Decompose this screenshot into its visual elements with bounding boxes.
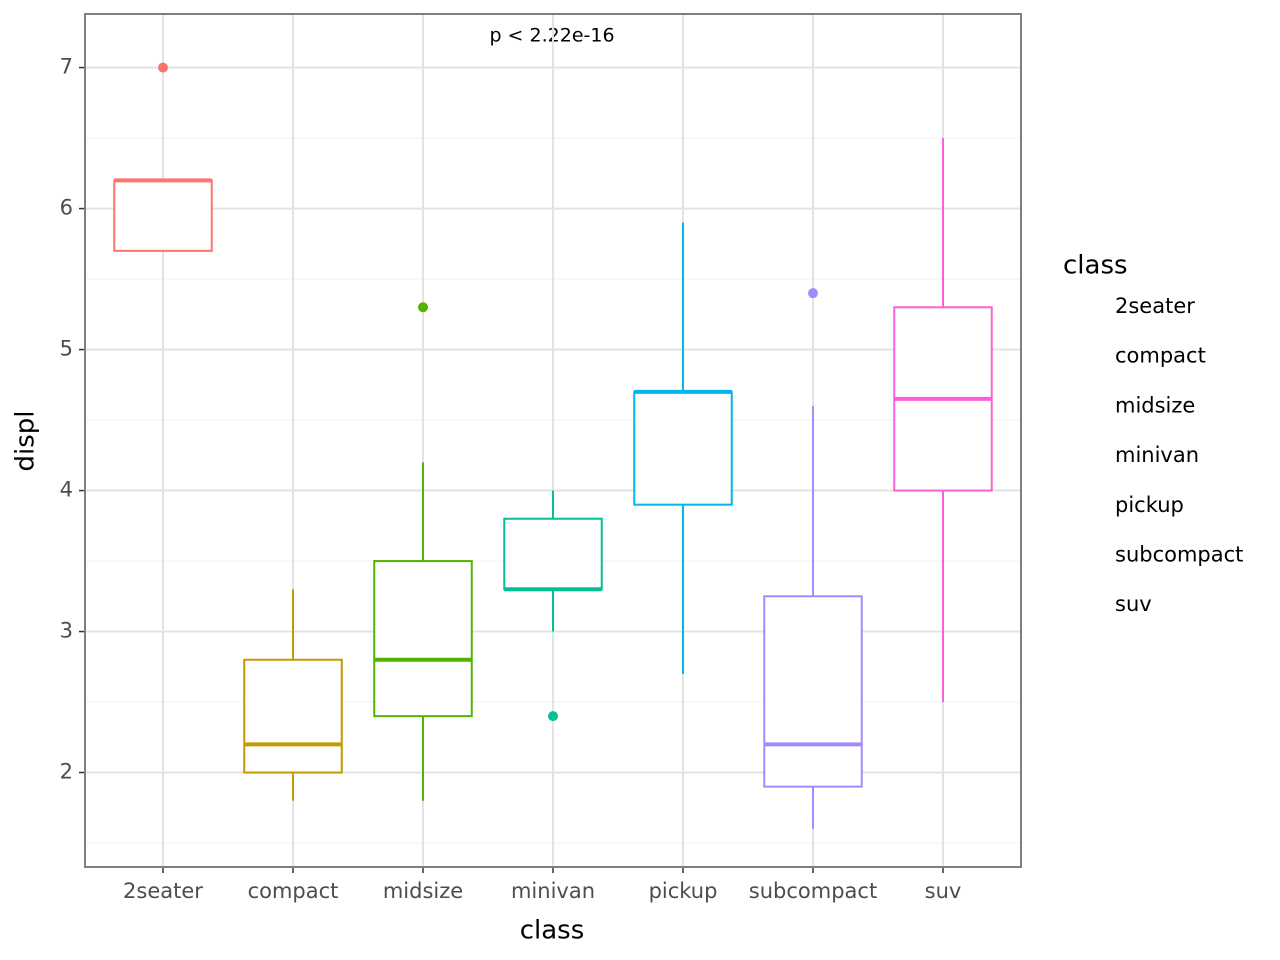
box: [763, 595, 863, 788]
outlier: [418, 302, 428, 313]
legend-label: pickup: [1115, 493, 1184, 517]
x-tick-label: suv: [925, 879, 962, 903]
box: [503, 517, 603, 591]
x-tick-label: compact: [248, 879, 339, 903]
y-tick-label: 3: [60, 619, 73, 643]
legend-label: suv: [1115, 592, 1152, 616]
outlier: [548, 711, 558, 722]
y-tick-label: 4: [60, 478, 73, 502]
y-tick-label: 2: [60, 760, 73, 784]
legend-label: compact: [1115, 344, 1206, 368]
outlier: [808, 288, 818, 299]
y-tick-label: 6: [60, 196, 73, 220]
x-tick-label: midsize: [383, 879, 463, 903]
box: [633, 390, 733, 506]
x-tick-label: subcompact: [749, 879, 877, 903]
legend-label: midsize: [1115, 393, 1195, 417]
x-tick-label: minivan: [511, 879, 595, 903]
panel-border: [84, 13, 1022, 868]
legend-label: minivan: [1115, 443, 1199, 467]
box: [243, 658, 343, 774]
legend-label: subcompact: [1115, 543, 1243, 567]
y-tick-label: 7: [60, 55, 73, 79]
legend-label: 2seater: [1115, 294, 1195, 318]
outlier: [158, 62, 168, 73]
box: [113, 179, 213, 252]
legend-title: class: [1063, 251, 1128, 281]
x-tick-label: pickup: [649, 879, 718, 903]
box: [373, 560, 473, 718]
x-axis-label: class: [520, 916, 585, 946]
y-tick-label: 5: [60, 337, 73, 361]
y-axis-label: displ: [11, 410, 41, 471]
x-tick-label: 2seater: [123, 879, 203, 903]
